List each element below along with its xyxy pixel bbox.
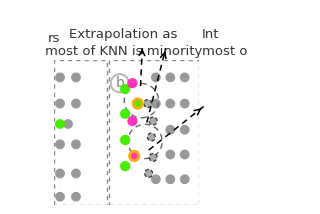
Circle shape [111,74,129,92]
Bar [109,60,199,205]
Text: most o: most o [202,45,248,58]
Circle shape [56,193,64,201]
Text: Extrapolation as: Extrapolation as [69,28,178,41]
Text: b: b [115,76,124,90]
Circle shape [152,175,160,183]
Circle shape [166,150,174,159]
Circle shape [130,152,139,160]
Circle shape [56,73,64,82]
Circle shape [121,135,130,144]
Circle shape [128,79,137,88]
Circle shape [133,99,142,108]
Circle shape [121,85,130,94]
Circle shape [166,175,174,183]
Circle shape [121,162,130,171]
Circle shape [128,117,137,125]
Circle shape [148,133,155,141]
Circle shape [149,117,157,125]
Circle shape [149,153,157,161]
Circle shape [56,99,64,108]
Circle shape [56,140,64,149]
Circle shape [180,126,189,134]
Circle shape [64,120,72,128]
Circle shape [72,73,80,82]
Circle shape [72,169,80,178]
Circle shape [56,169,64,178]
Circle shape [145,169,153,177]
Circle shape [56,120,64,128]
Circle shape [152,73,160,82]
Circle shape [121,109,130,118]
Text: most of KNN is minority: most of KNN is minority [45,45,202,58]
Text: rs: rs [48,32,60,45]
Circle shape [180,73,189,82]
Text: Int: Int [202,28,220,41]
Circle shape [180,150,189,159]
Circle shape [72,193,80,201]
Circle shape [180,175,189,183]
Circle shape [144,100,152,107]
Circle shape [166,99,174,108]
Bar [54,60,107,205]
Circle shape [180,99,189,108]
Circle shape [166,126,174,134]
Circle shape [152,99,160,108]
Circle shape [72,140,80,149]
Circle shape [166,73,174,82]
Circle shape [72,99,80,108]
